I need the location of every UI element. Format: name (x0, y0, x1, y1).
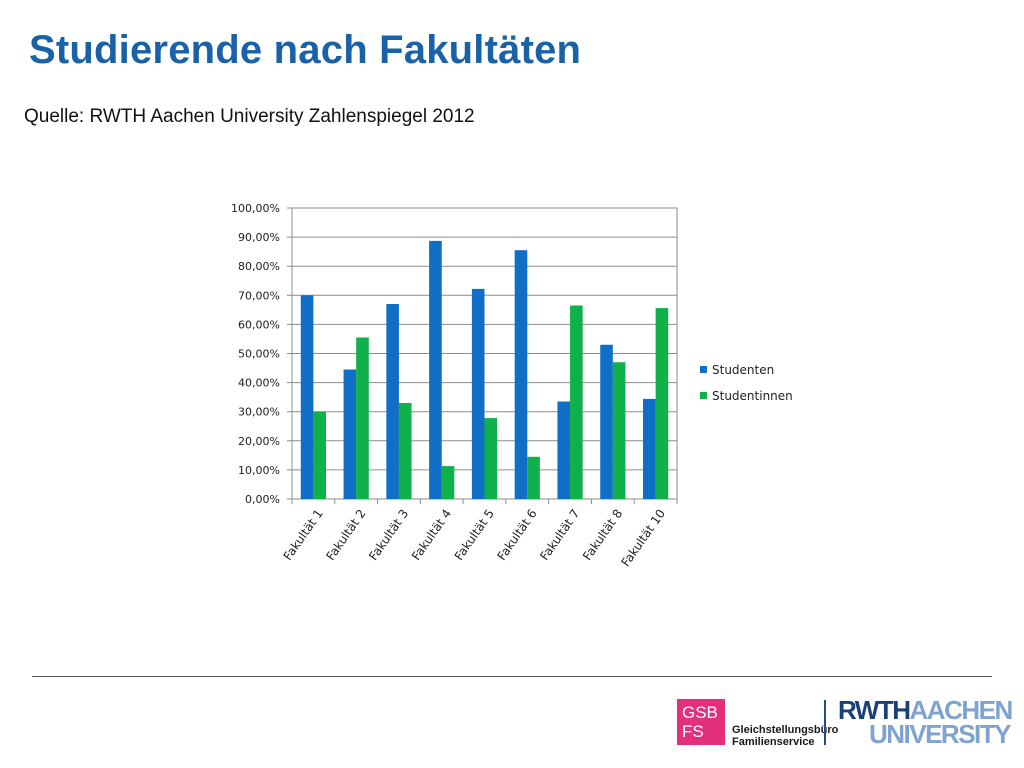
bar-studentinnen (570, 305, 583, 499)
slide-title: Studierende nach Fakultäten (29, 28, 582, 72)
bar-studentinnen (313, 411, 326, 499)
gsb-name-line1: Gleichstellungsbüro (732, 724, 839, 736)
bar-studentinnen (655, 308, 669, 499)
gsb-logo-line1: GSB (682, 703, 718, 722)
y-tick-label: 10,00% (238, 464, 280, 477)
logo-divider (824, 700, 826, 745)
gsb-logo: GSB FS (677, 699, 725, 745)
x-tick-label: Fakultät 2 (323, 507, 368, 563)
y-tick-label: 70,00% (238, 289, 280, 302)
y-tick-label: 90,00% (238, 231, 280, 244)
y-tick-label: 30,00% (238, 406, 280, 419)
y-tick-label: 100,00% (231, 202, 280, 215)
source-caption: Quelle: RWTH Aachen University Zahlenspi… (24, 106, 475, 127)
footer-divider (32, 676, 992, 677)
bar-studentinnen (527, 456, 540, 499)
bar-studenten (600, 344, 613, 499)
gsb-name: Gleichstellungsbüro Familienservice (732, 724, 838, 748)
gsb-name-line2: Familienservice (732, 736, 815, 748)
bar-studenten (557, 401, 571, 499)
x-tick-label: Fakultät 3 (366, 507, 411, 563)
bar-studentinnen (612, 362, 626, 499)
x-tick-label: Fakultät 7 (537, 507, 582, 563)
bar-studentinnen (484, 418, 498, 499)
rwth-logo-university: UNIVERSITY (868, 719, 1012, 749)
y-tick-label: 20,00% (238, 435, 280, 448)
rwth-logo-aachen: AACHEN (909, 695, 1014, 725)
y-tick-label: 50,00% (238, 348, 280, 361)
bar-studenten (429, 240, 442, 499)
y-tick-label: 0,00% (245, 493, 280, 506)
legend-label-studenten: Studenten (712, 363, 774, 377)
x-tick-label: Fakultät 8 (580, 507, 625, 563)
bar-studenten (514, 250, 528, 499)
bar-studenten (386, 304, 399, 499)
x-tick-label: Fakultät 6 (494, 507, 539, 563)
legend-swatch-studenten (700, 366, 707, 373)
bar-studenten (471, 288, 485, 499)
rwth-logo: RWTHAACHEN UNIVERSITY (838, 695, 1014, 749)
bar-studentinnen (398, 402, 412, 499)
bar-studenten (643, 398, 656, 499)
bar-studentinnen (441, 466, 455, 499)
gsb-logo-line2: FS (682, 722, 704, 741)
y-tick-label: 60,00% (238, 318, 280, 331)
x-tick-label: Fakultät 5 (452, 507, 497, 563)
bar-studenten (343, 369, 357, 499)
x-tick-label: Fakultät 10 (618, 507, 668, 570)
rwth-logo-rwth: RWTH (838, 695, 911, 725)
bar-studentinnen (356, 337, 369, 499)
x-tick-label: Fakultät 1 (281, 507, 326, 563)
x-tick-label: Fakultät 4 (409, 507, 454, 563)
bar-studenten (300, 295, 314, 499)
legend-swatch-studentinnen (700, 392, 707, 399)
legend-label-studentinnen: Studentinnen (712, 389, 793, 403)
y-tick-label: 80,00% (238, 260, 280, 273)
y-tick-label: 40,00% (238, 377, 280, 390)
